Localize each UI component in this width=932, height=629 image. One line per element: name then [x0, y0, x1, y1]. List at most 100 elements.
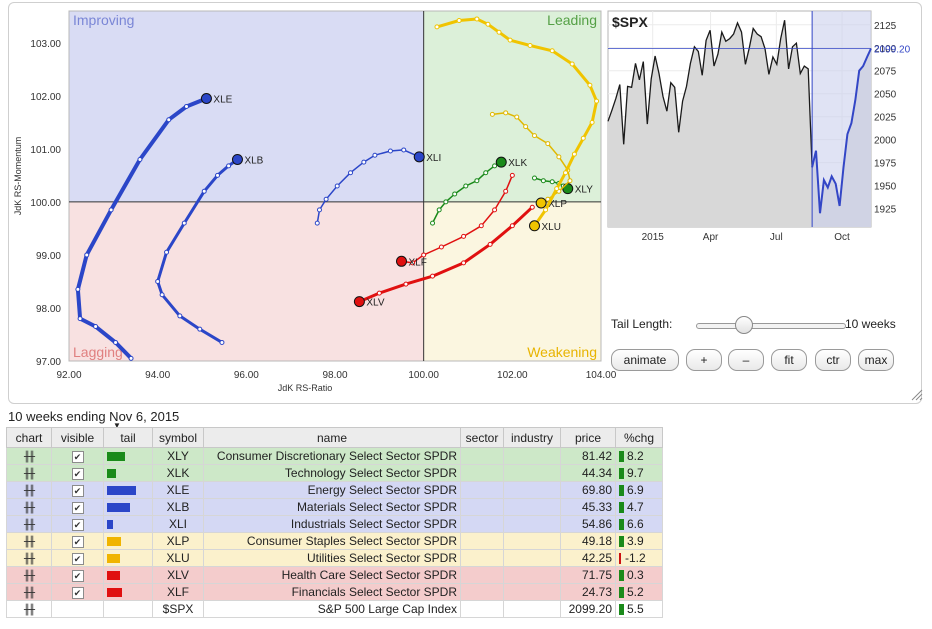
- series-xli: XLI: [314, 147, 441, 226]
- table-row[interactable]: ╫╫ ✔ XLK Technology Select Sector SPDR 44.34…: [6, 464, 663, 482]
- table-row[interactable]: ╫╫ ✔ XLY Consumer Discretionary Select Sect…: [6, 447, 663, 465]
- visible-cell[interactable]: ✔: [51, 549, 104, 567]
- rrg-chart[interactable]: Improving Leading Weakening Lagging 92.00 94.…: [9, 3, 921, 403]
- tail-length-slider-knob[interactable]: [735, 316, 754, 334]
- resize-grip-icon[interactable]: [909, 387, 923, 401]
- chart-cell[interactable]: ╫╫: [6, 447, 52, 465]
- header-price[interactable]: price: [560, 427, 616, 448]
- table-row[interactable]: ╫╫ $SPX S&P 500 Large Cap Index 2099.20 5.5: [6, 600, 663, 618]
- visible-checkbox[interactable]: ✔: [71, 586, 84, 599]
- x-tick-label: 92.00: [56, 370, 81, 381]
- tail-cell: [103, 583, 153, 601]
- spx-tail-line: [811, 48, 872, 214]
- pct-change-value: 0.3: [627, 568, 644, 582]
- header-symbol[interactable]: symbol: [152, 427, 204, 448]
- tail-point: [569, 61, 575, 67]
- quadrant-lagging: [69, 201, 424, 361]
- visible-cell[interactable]: ✔: [51, 532, 104, 550]
- chart-cell[interactable]: ╫╫: [6, 515, 52, 533]
- visible-checkbox[interactable]: ✔: [71, 501, 84, 514]
- symbol-cell: XLY: [152, 447, 204, 465]
- visible-checkbox[interactable]: ✔: [71, 484, 84, 497]
- zoom-in-button[interactable]: +: [686, 349, 722, 371]
- header-tail[interactable]: tail: [103, 427, 153, 448]
- chart-cell[interactable]: ╫╫: [6, 498, 52, 516]
- visible-cell[interactable]: ✔: [51, 447, 104, 465]
- center-button[interactable]: ctr: [815, 349, 851, 371]
- tail-point: [563, 170, 569, 176]
- chart-cell[interactable]: ╫╫: [6, 532, 52, 550]
- header-industry[interactable]: industry: [503, 427, 561, 448]
- animate-button[interactable]: animate: [611, 349, 679, 371]
- sector-cell: [460, 447, 504, 465]
- tail-cell: [103, 600, 153, 618]
- chart-cell[interactable]: ╫╫: [6, 464, 52, 482]
- chart-cell[interactable]: ╫╫: [6, 481, 52, 499]
- max-button[interactable]: max: [858, 349, 894, 371]
- tail-length-slider[interactable]: [696, 323, 846, 329]
- chart-icon[interactable]: ╫╫: [23, 554, 35, 565]
- chart-cell[interactable]: ╫╫: [6, 549, 52, 567]
- visible-checkbox[interactable]: ✔: [71, 467, 84, 480]
- visible-cell[interactable]: [51, 600, 104, 618]
- table-row[interactable]: ╫╫ ✔ XLI Industrials Select Sector SPDR 54.8…: [6, 515, 663, 533]
- header-chart[interactable]: chart: [6, 427, 52, 448]
- table-row[interactable]: ╫╫ ✔ XLF Financials Select Sector SPDR 24.73…: [6, 583, 663, 601]
- tail-point: [532, 133, 537, 139]
- visible-checkbox[interactable]: ✔: [71, 450, 84, 463]
- head-marker-xlb: [231, 153, 243, 165]
- price-cell: 24.73: [560, 583, 616, 601]
- chart-icon[interactable]: ╫╫: [23, 588, 35, 599]
- table-row[interactable]: ╫╫ ✔ XLU Utilities Select Sector SPDR 42.25-…: [6, 549, 663, 567]
- header-sector[interactable]: sector: [460, 427, 504, 448]
- pct-change-value: 4.7: [627, 500, 644, 514]
- chart-icon[interactable]: ╫╫: [23, 571, 35, 582]
- visible-cell[interactable]: ✔: [51, 566, 104, 584]
- tail-length-bar: [107, 452, 125, 462]
- tail-point: [549, 179, 555, 185]
- table-row[interactable]: ╫╫ ✔ XLE Energy Select Sector SPDR 69.80 6.9: [6, 481, 663, 499]
- chart-cell[interactable]: ╫╫: [6, 600, 52, 618]
- symbol-cell: XLE: [152, 481, 204, 499]
- quadrant-label-weakening: Weakening: [527, 344, 597, 360]
- visible-cell[interactable]: ✔: [51, 583, 104, 601]
- header-pct-change[interactable]: %chg: [615, 427, 663, 448]
- industry-cell: [503, 532, 561, 550]
- chart-icon[interactable]: ╫╫: [23, 537, 35, 548]
- fit-button[interactable]: fit: [771, 349, 807, 371]
- table-row[interactable]: ╫╫ ✔ XLB Materials Select Sector SPDR 45.33 4…: [6, 498, 663, 516]
- y-tick-label: 99.00: [36, 251, 61, 262]
- chart-cell[interactable]: ╫╫: [6, 566, 52, 584]
- table-row[interactable]: ╫╫ ✔ XLP Consumer Staples Select Sector SPD…: [6, 532, 663, 550]
- x-tick-label: 96.00: [234, 370, 259, 381]
- tail-point: [215, 172, 221, 178]
- visible-checkbox[interactable]: ✔: [71, 569, 84, 582]
- header-name[interactable]: name: [203, 427, 461, 448]
- visible-cell[interactable]: ✔: [51, 464, 104, 482]
- chart-cell[interactable]: ╫╫: [6, 583, 52, 601]
- visible-checkbox[interactable]: ✔: [71, 518, 84, 531]
- visible-checkbox[interactable]: ✔: [71, 552, 84, 565]
- price-cell: 49.18: [560, 532, 616, 550]
- header-visible[interactable]: visible: [51, 427, 104, 448]
- table-row[interactable]: ╫╫ ✔ XLV Health Care Select Sector SPDR 71.7…: [6, 566, 663, 584]
- chart-icon[interactable]: ╫╫: [23, 605, 35, 616]
- series-xlf: XLF: [396, 172, 515, 268]
- head-marker-xlv: [353, 296, 365, 308]
- chart-icon[interactable]: ╫╫: [23, 452, 35, 463]
- tail-point: [438, 244, 444, 250]
- visible-cell[interactable]: ✔: [51, 481, 104, 499]
- tail-point: [181, 220, 187, 226]
- chart-icon[interactable]: ╫╫: [23, 520, 35, 531]
- chart-icon[interactable]: ╫╫: [23, 486, 35, 497]
- visible-cell[interactable]: ✔: [51, 498, 104, 516]
- visible-checkbox[interactable]: ✔: [71, 535, 84, 548]
- spx-title: $SPX: [612, 14, 648, 30]
- zoom-out-button[interactable]: –: [728, 349, 764, 371]
- chart-icon[interactable]: ╫╫: [23, 469, 35, 480]
- tail-point: [483, 170, 489, 176]
- visible-cell[interactable]: ✔: [51, 515, 104, 533]
- chart-icon[interactable]: ╫╫: [23, 503, 35, 514]
- tail-cell: [103, 549, 153, 567]
- tail-point: [554, 186, 560, 192]
